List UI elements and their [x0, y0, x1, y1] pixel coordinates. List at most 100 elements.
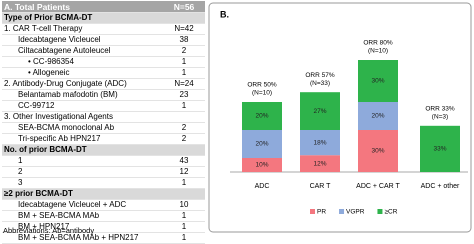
table-row: ≥2 prior BCMA-DT	[2, 188, 205, 200]
table-row: 1 43	[2, 155, 205, 167]
row-label: Ciltacabtagene Autoleucel	[2, 45, 163, 57]
value-label: 12%	[313, 160, 326, 167]
value-label: 20%	[255, 113, 268, 120]
row-label: Tri-specific Ab HPN217	[2, 133, 163, 145]
legend-swatch	[339, 209, 345, 214]
table-row: 3. Other Investigational Agents	[2, 111, 205, 123]
row-label: 2. Antibody-Drug Conjugate (ADC)	[2, 78, 163, 90]
legend-label: VGPR	[346, 209, 365, 216]
row-label: BM + SEA-BCMA MAb	[2, 210, 163, 222]
footnote: Abbreviations: Ab=antibody	[3, 226, 95, 235]
table-row: SEA-BCMA monoclonal Ab 2	[2, 122, 205, 134]
row-label: 2	[2, 166, 163, 178]
row-label: • CC-986354	[2, 56, 163, 68]
row-value: 1	[163, 100, 205, 112]
orr-label: ORR 57%	[305, 72, 334, 79]
bar-segment	[358, 130, 398, 172]
row-label: BM + HPN217	[2, 221, 163, 233]
table-row: Tri-specific Ab HPN217 2	[2, 133, 205, 145]
bar-segment	[358, 102, 398, 130]
panel-label: B.	[220, 9, 229, 19]
n-label: (N=10)	[368, 48, 388, 55]
row-label: Idecabtagene Vicleucel + ADC	[2, 199, 163, 211]
n-label: (N=3)	[432, 114, 448, 121]
row-value: 12	[163, 166, 205, 178]
row-label: Idecabtagene Vicleucel	[2, 34, 163, 46]
orr-label: ORR 80%	[363, 40, 392, 47]
value-label: 27%	[313, 108, 326, 115]
table-row: BM + SEA-BCMA MAb 1	[2, 210, 205, 222]
legend-swatch	[310, 209, 315, 214]
table-row: No. of prior BCMA-DT	[2, 144, 205, 156]
table-row: Belantamab mafodotin (BM) 23	[2, 89, 205, 101]
value-label: 33%	[433, 146, 446, 153]
row-value: 1	[163, 221, 205, 233]
value-label: 20%	[255, 141, 268, 148]
table-row: • CC-986354 1	[2, 56, 205, 68]
row-value: 1	[163, 67, 205, 79]
row-value: 2	[163, 122, 205, 134]
row-value: 2	[163, 45, 205, 57]
orr-label: ORR 33%	[425, 106, 454, 113]
bar-segment	[420, 125, 460, 172]
x-tick-label: ADC + CAR T	[356, 183, 400, 190]
row-value: N=42	[163, 23, 205, 35]
table-row: 2 12	[2, 166, 205, 178]
table-row: • Allogeneic 1	[2, 67, 205, 79]
bar-segment	[300, 155, 340, 172]
bar-segment	[242, 102, 282, 130]
orr-label: ORR 50%	[247, 82, 276, 89]
row-label: CC-99712	[2, 100, 163, 112]
row-value: 23	[163, 89, 205, 101]
row-value: 43	[163, 155, 205, 167]
legend-swatch	[377, 209, 383, 214]
row-label: Belantamab mafodotin (BM)	[2, 89, 163, 101]
row-value: 38	[163, 34, 205, 46]
table-row: 1. CAR T-cell Therapy N=42	[2, 23, 205, 35]
row-value: 1	[163, 56, 205, 68]
row-label: No. of prior BCMA-DT	[2, 144, 205, 156]
value-label: 18%	[313, 139, 326, 146]
row-label: 1. CAR T-cell Therapy	[2, 23, 163, 35]
table-row: Ciltacabtagene Autoleucel 2	[2, 45, 205, 57]
table-row: 2. Antibody-Drug Conjugate (ADC) N=24	[2, 78, 205, 90]
row-value: 10	[163, 199, 205, 211]
row-value: 1	[163, 210, 205, 222]
bar-segment	[242, 130, 282, 158]
table-row: Idecabtagene Vicleucel + ADC 10	[2, 199, 205, 211]
row-label: SEA-BCMA monoclonal Ab	[2, 122, 163, 134]
table-row: Idecabtagene Vicleucel 38	[2, 34, 205, 46]
x-tick-label: ADC	[255, 183, 270, 190]
n-label: (N=10)	[252, 90, 272, 97]
value-label: 30%	[371, 148, 384, 155]
value-label: 20%	[371, 113, 384, 120]
legend-label: PR	[317, 209, 326, 216]
patient-table: A. Total Patients N=56 Type of Prior BCMA-…	[2, 1, 205, 244]
row-value: 2	[163, 133, 205, 145]
panel-border	[208, 2, 472, 233]
row-label: ≥2 prior BCMA-DT	[2, 188, 205, 200]
header-row: A. Total Patients N=56	[2, 1, 205, 13]
table-row: CC-99712 1	[2, 100, 205, 112]
bar-segment	[358, 60, 398, 102]
row-label: 3. Other Investigational Agents	[2, 111, 205, 123]
bar-segment	[300, 92, 340, 130]
chart: B. 10%20%20%ORR 50%(N=10)ADC12%18%27%ORR…	[208, 2, 472, 233]
x-tick-label: CAR T	[310, 183, 332, 190]
x-tick-label: ADC + other	[421, 183, 460, 190]
n-label: (N=33)	[310, 80, 330, 87]
legend-label: ≥CR	[384, 209, 397, 216]
row-label: • Allogeneic	[2, 67, 163, 79]
value-label: 10%	[255, 162, 268, 169]
value-label: 30%	[371, 78, 384, 85]
row-value: 1	[163, 177, 205, 189]
row-value: N=24	[163, 78, 205, 90]
bar-segment	[242, 158, 282, 172]
header-cell: N=56	[163, 1, 205, 13]
table-row: Type of Prior BCMA-DT	[2, 12, 205, 24]
row-label: 3	[2, 177, 163, 189]
row-label: Type of Prior BCMA-DT	[2, 12, 205, 24]
row-label: 1	[2, 155, 163, 167]
